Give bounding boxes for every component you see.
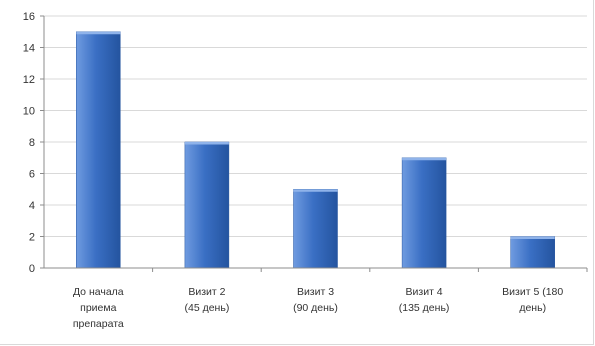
x-category-label: приема — [80, 302, 116, 314]
x-category-label: день) — [519, 302, 546, 314]
y-tick-label: 10 — [23, 106, 35, 118]
bars — [76, 31, 555, 269]
axes — [40, 15, 588, 272]
y-tick-label: 4 — [29, 200, 35, 212]
y-tick-label: 6 — [29, 169, 35, 181]
y-tick-label: 0 — [29, 263, 35, 275]
y-tick-label: 12 — [23, 74, 35, 86]
x-category-label: Визит 4 — [406, 286, 443, 298]
bar-top-highlight — [76, 31, 121, 35]
x-category-label: (90 день) — [293, 302, 338, 314]
y-tick-label: 8 — [29, 137, 35, 149]
x-category-label: (135 день) — [399, 302, 450, 314]
bar-top-highlight — [184, 142, 229, 145]
x-category-label: Визит 5 (180 — [502, 286, 563, 298]
y-tick-label: 16 — [23, 11, 35, 23]
x-category-label: (45 день) — [184, 302, 229, 314]
y-tick-label: 2 — [29, 232, 35, 244]
bar — [293, 189, 338, 269]
x-category-label: препарата — [73, 318, 124, 330]
bar-top-highlight — [402, 157, 447, 161]
bar — [510, 236, 555, 269]
x-category-label: Визит 3 — [297, 286, 334, 298]
bar — [401, 157, 447, 269]
x-category-label: До начала — [73, 286, 124, 298]
bar — [76, 31, 121, 269]
bar-top-highlight — [293, 189, 338, 192]
bar — [184, 141, 230, 269]
labels: 0 2 4 6 8 10 12 14 16 До начала приема препарата Виз… — [23, 11, 564, 330]
y-tick-label: 14 — [23, 43, 35, 55]
x-category-label: Визит 2 — [188, 286, 225, 298]
bar-top-highlight — [510, 236, 555, 239]
